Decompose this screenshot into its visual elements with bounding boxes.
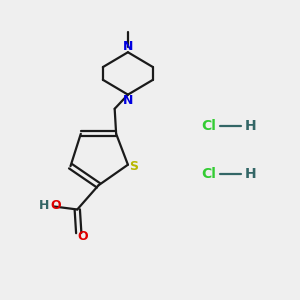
Text: N: N [123,40,134,53]
Text: H: H [38,199,49,212]
Text: H: H [245,119,256,134]
Text: Cl: Cl [202,119,216,134]
Text: O: O [77,230,88,243]
Text: S: S [129,160,138,173]
Text: O: O [50,199,61,212]
Text: N: N [123,94,134,107]
Text: Cl: Cl [202,167,216,181]
Text: H: H [245,167,256,181]
